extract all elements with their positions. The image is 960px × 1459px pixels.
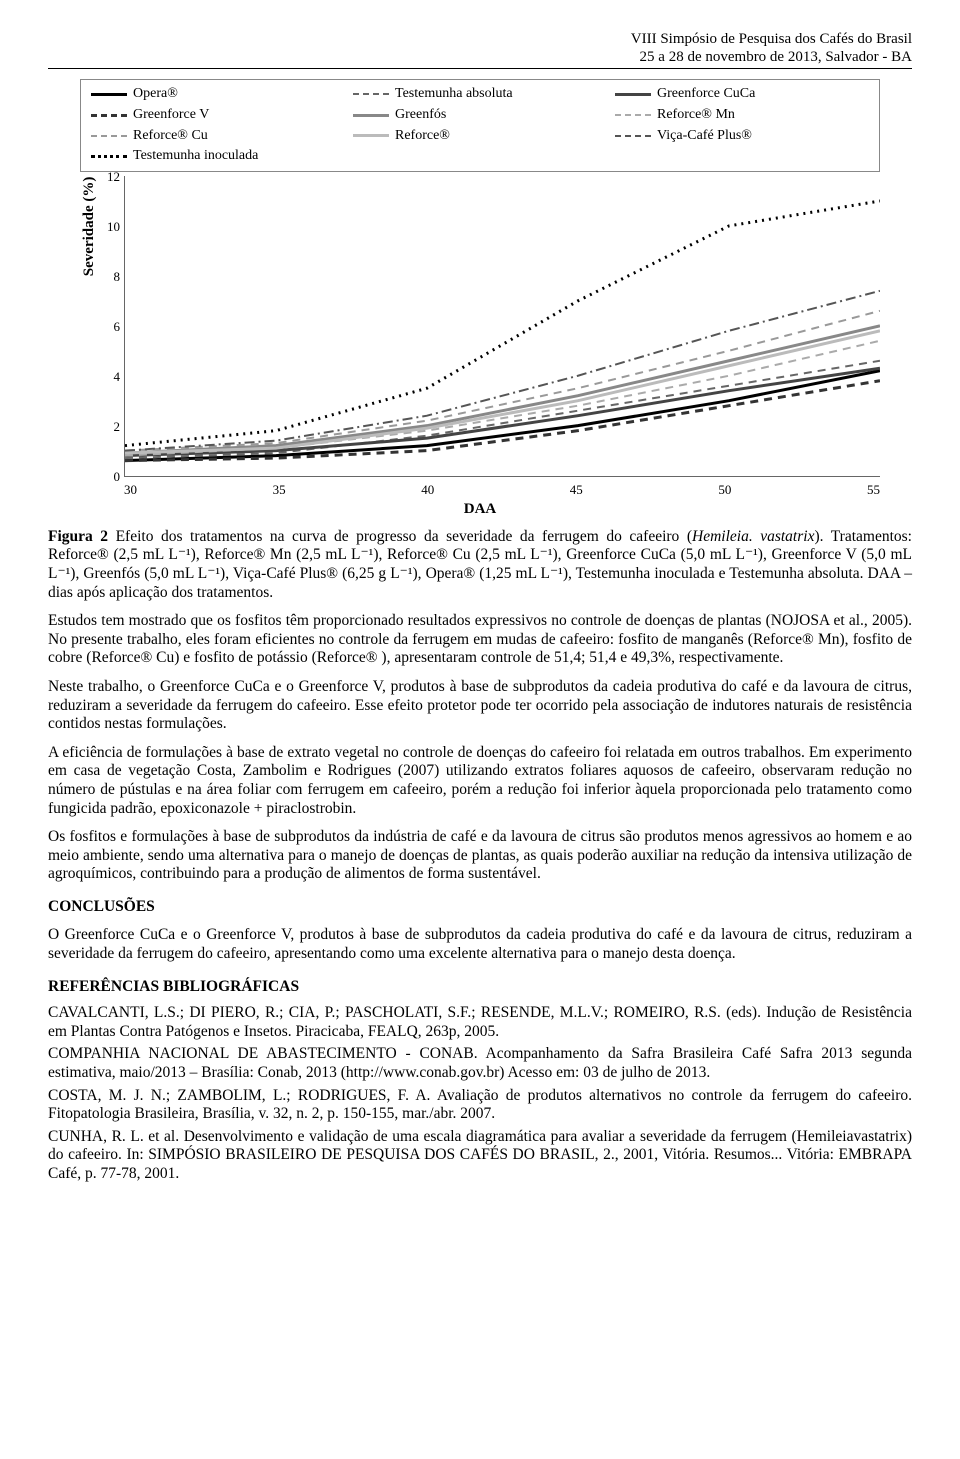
caption-species: Hemileia. vastatrix bbox=[692, 528, 814, 545]
chart-plot bbox=[124, 176, 880, 477]
legend-item: Opera® bbox=[91, 86, 345, 103]
x-tick: 45 bbox=[570, 482, 583, 498]
legend-swatch bbox=[91, 114, 127, 117]
legend-label: Reforce® Mn bbox=[657, 107, 735, 124]
body-para-2: Neste trabalho, o Greenforce CuCa e o Gr… bbox=[48, 678, 912, 734]
legend-label: Reforce® bbox=[395, 128, 450, 145]
legend-label: Testemunha inoculada bbox=[133, 148, 258, 165]
legend-swatch bbox=[615, 135, 651, 137]
legend-label: Viça-Café Plus® bbox=[657, 128, 752, 145]
legend-item: Greenforce CuCa bbox=[615, 86, 869, 103]
legend-label: Greenforce CuCa bbox=[657, 86, 755, 103]
y-tick: 12 bbox=[96, 168, 120, 184]
body-para-1: Estudos tem mostrado que os fosfitos têm… bbox=[48, 612, 912, 668]
references-heading: REFERÊNCIAS BIBLIOGRÁFICAS bbox=[48, 978, 912, 997]
page-header: VIII Simpósio de Pesquisa dos Cafés do B… bbox=[48, 30, 912, 69]
conclusions-text: O Greenforce CuCa e o Greenforce V, prod… bbox=[48, 926, 912, 963]
chart-area: Severidade (%) 024681012 bbox=[124, 176, 880, 476]
x-axis-ticks: 30 35 40 45 50 55 bbox=[124, 480, 880, 498]
legend-label: Testemunha absoluta bbox=[395, 86, 513, 103]
references-list: CAVALCANTI, L.S.; DI PIERO, R.; CIA, P.;… bbox=[48, 1004, 912, 1183]
reference-item: CAVALCANTI, L.S.; DI PIERO, R.; CIA, P.;… bbox=[48, 1004, 912, 1041]
y-tick: 10 bbox=[96, 218, 120, 234]
body-para-3: A eficiência de formulações à base de ex… bbox=[48, 744, 912, 818]
legend-swatch bbox=[353, 93, 389, 95]
x-tick: 35 bbox=[273, 482, 286, 498]
legend-item: Testemunha inoculada bbox=[91, 148, 345, 165]
legend-label: Opera® bbox=[133, 86, 178, 103]
series-line bbox=[125, 201, 880, 446]
x-tick: 30 bbox=[124, 482, 137, 498]
reference-item: COSTA, M. J. N.; ZAMBOLIM, L.; RODRIGUES… bbox=[48, 1087, 912, 1124]
figure-caption: Figura 2 Efeito dos tratamentos na curva… bbox=[48, 528, 912, 602]
legend-swatch bbox=[91, 93, 127, 96]
legend-swatch bbox=[353, 114, 389, 117]
reference-item: CUNHA, R. L. et al. Desenvolvimento e va… bbox=[48, 1128, 912, 1184]
legend-swatch bbox=[615, 93, 651, 96]
y-axis-ticks: 024681012 bbox=[96, 176, 120, 476]
legend-label: Greenfós bbox=[395, 107, 446, 124]
legend-label: Greenforce V bbox=[133, 107, 209, 124]
figure-2: Opera® Testemunha absoluta Greenforce CuCa… bbox=[80, 79, 880, 518]
header-line-2: 25 a 28 de novembro de 2013, Salvador - … bbox=[48, 48, 912, 66]
legend-swatch bbox=[91, 155, 127, 158]
legend-swatch bbox=[91, 135, 127, 137]
y-tick: 0 bbox=[96, 468, 120, 484]
legend-label: Reforce® Cu bbox=[133, 128, 208, 145]
y-tick: 8 bbox=[96, 268, 120, 284]
legend-item: Reforce® Cu bbox=[91, 128, 345, 145]
x-axis-label: DAA bbox=[80, 500, 880, 518]
caption-label: Figura 2 bbox=[48, 528, 108, 545]
legend-item: Greenfós bbox=[353, 107, 607, 124]
x-tick: 50 bbox=[718, 482, 731, 498]
series-line bbox=[125, 311, 880, 451]
conclusions-heading: CONCLUSÕES bbox=[48, 898, 912, 917]
caption-text-a: Efeito dos tratamentos na curva de progr… bbox=[108, 528, 692, 545]
legend-swatch bbox=[353, 134, 389, 137]
legend-item: Reforce® bbox=[353, 128, 607, 145]
body-para-4: Os fosfitos e formulações à base de subp… bbox=[48, 828, 912, 884]
reference-item: COMPANHIA NACIONAL DE ABASTECIMENTO - CO… bbox=[48, 1045, 912, 1082]
chart-legend: Opera® Testemunha absoluta Greenforce CuCa… bbox=[80, 79, 880, 172]
y-tick: 2 bbox=[96, 418, 120, 434]
header-line-1: VIII Simpósio de Pesquisa dos Cafés do B… bbox=[48, 30, 912, 48]
x-tick: 55 bbox=[867, 482, 880, 498]
legend-item: Reforce® Mn bbox=[615, 107, 869, 124]
x-tick: 40 bbox=[421, 482, 434, 498]
legend-item: Greenforce V bbox=[91, 107, 345, 124]
legend-swatch bbox=[615, 114, 651, 116]
y-tick: 6 bbox=[96, 318, 120, 334]
y-tick: 4 bbox=[96, 368, 120, 384]
legend-item: Viça-Café Plus® bbox=[615, 128, 869, 145]
legend-item: Testemunha absoluta bbox=[353, 86, 607, 103]
